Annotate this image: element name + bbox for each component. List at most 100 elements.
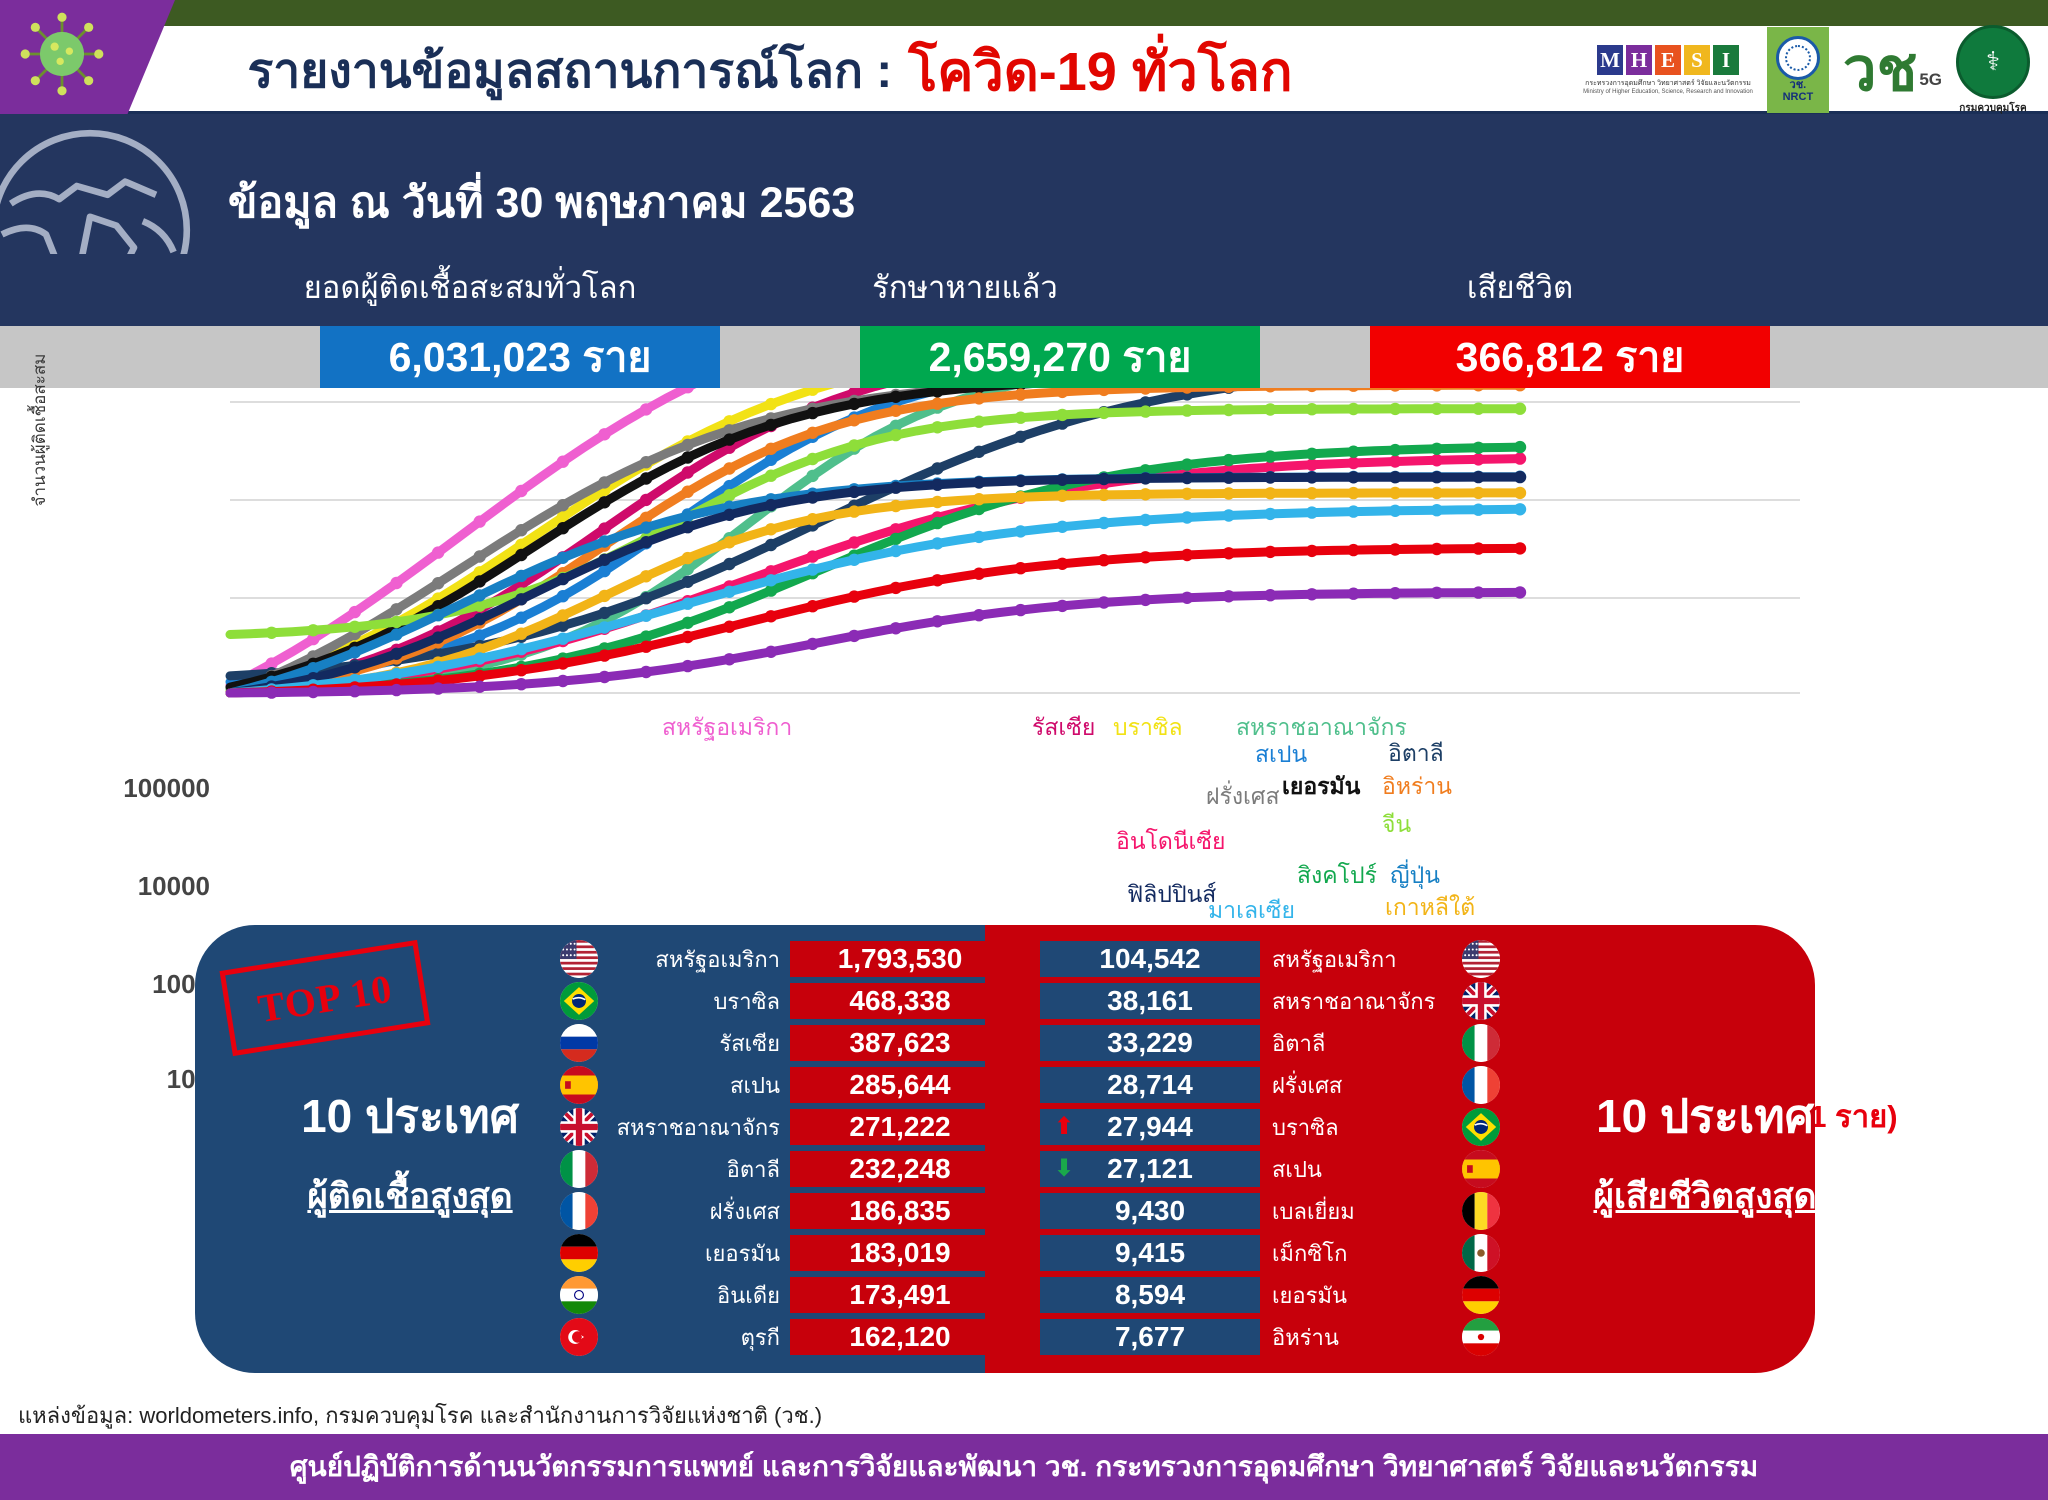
country-value-text: 232,248 bbox=[849, 1153, 951, 1184]
nrct-emblem-icon bbox=[1775, 36, 1820, 81]
table-row: 28,714 ฝรั่งเศส bbox=[1040, 1066, 1500, 1104]
mhesi-letter-e: E bbox=[1655, 45, 1681, 75]
mhesi-subtitle-en: Ministry of Higher Education, Science, R… bbox=[1583, 89, 1753, 95]
country-name: รัสเซีย bbox=[719, 1030, 780, 1056]
country-name: เยอรมัน bbox=[1272, 1282, 1347, 1308]
country-value: 173,491 bbox=[790, 1277, 1010, 1313]
flag-mx-icon bbox=[1462, 1234, 1500, 1272]
chart-plot-svg bbox=[225, 388, 1800, 699]
country-value: 9,415 bbox=[1040, 1235, 1260, 1271]
table-row: ⬆ 27,944 บราซิล bbox=[1040, 1108, 1500, 1146]
country-value: 9,430 bbox=[1040, 1193, 1260, 1229]
country-value: 468,338 bbox=[790, 983, 1010, 1019]
stat-label-deaths: เสียชีวิต bbox=[1466, 270, 1574, 305]
mhesi-letter-h: H bbox=[1626, 45, 1652, 75]
table-row: 33,229 อิตาลี bbox=[1040, 1024, 1500, 1062]
ddc-seal-icon: ⚕ bbox=[1956, 24, 2030, 99]
country-name: อิตาลี bbox=[1272, 1030, 1326, 1056]
country-name: เบลเยี่ยม bbox=[1272, 1198, 1355, 1224]
country-value: 104,542 bbox=[1040, 941, 1260, 977]
series-label-6: ฝรั่งเศส bbox=[1206, 783, 1280, 809]
country-name: อิตาลี bbox=[726, 1156, 780, 1182]
flag-in-icon bbox=[560, 1276, 598, 1314]
series-label-5: อิตาลี bbox=[1388, 740, 1444, 766]
table-row: อินเดีย 173,491 bbox=[560, 1276, 1010, 1314]
series-label-9: จีน bbox=[1382, 811, 1412, 837]
nrct-label-th: วช. bbox=[1789, 79, 1807, 92]
infections-table: สหรัฐอเมริกา 1,793,530 บราซิล 468,338 รัสเซี… bbox=[560, 940, 1010, 1356]
page-title: รายงานข้อมูลสถานการณ์โลก : โควิด-19 ทั่ว… bbox=[110, 32, 1430, 110]
deaths-panel-heading: 10 ประเทศ ผู้เสียชีวิตสูงสุด bbox=[1510, 1080, 1900, 1224]
footer-bar: ศูนย์ปฏิบัติการด้านนวัตกรรมการแพทย์ และก… bbox=[0, 1434, 2048, 1500]
table-row: ⬇ 27,121 สเปน bbox=[1040, 1150, 1500, 1188]
stat-label-recovered: รักษาหายแล้ว bbox=[872, 270, 1058, 305]
country-name: บราซิล bbox=[713, 988, 780, 1014]
country-name: บราซิล bbox=[1272, 1114, 1339, 1140]
ddc-logo: ⚕ กรมควบคุมโรค bbox=[1956, 24, 2030, 116]
arrow-down-icon: ⬇ bbox=[1054, 1155, 1075, 1182]
table-row: 104,542 สหรัฐอเมริกา bbox=[1040, 940, 1500, 978]
flag-es-icon bbox=[1462, 1150, 1500, 1188]
country-value: 38,161 bbox=[1040, 983, 1260, 1019]
top-green-bar bbox=[0, 0, 2048, 26]
table-row: ฝรั่งเศส 186,835 bbox=[560, 1192, 1010, 1230]
country-value-text: 387,623 bbox=[849, 1027, 951, 1058]
flag-gb-icon bbox=[560, 1108, 598, 1146]
country-value-text: 38,161 bbox=[1107, 985, 1193, 1016]
country-value-text: 33,229 bbox=[1107, 1027, 1193, 1058]
country-name: สหรัฐอเมริกา bbox=[655, 946, 780, 972]
country-value-text: 285,644 bbox=[849, 1069, 951, 1100]
country-name: อิหร่าน bbox=[1272, 1324, 1339, 1350]
series-label-1: บราซิล bbox=[1113, 714, 1183, 740]
country-value: 162,120 bbox=[790, 1319, 1010, 1355]
chart-y-axis-title: จำนวนผู้ติดเชื้อสะสม bbox=[30, 353, 49, 507]
vch-5g-label: 5G bbox=[1919, 70, 1942, 89]
mhesi-letter-s: S bbox=[1684, 45, 1710, 75]
country-name: สหราชอาณาจักร bbox=[1272, 988, 1436, 1014]
country-value-text: 7,677 bbox=[1114, 1321, 1186, 1352]
country-value: 28,714 bbox=[1040, 1067, 1260, 1103]
series-label-0: สหรัฐอเมริกา bbox=[662, 714, 793, 740]
infections-heading-line2: ผู้ติดเชื้อสูงสุด bbox=[307, 1177, 513, 1216]
deaths-heading-line2: ผู้เสียชีวิตสูงสุด bbox=[1593, 1177, 1817, 1216]
stat-value-confirmed: 6,031,023 ราย bbox=[320, 326, 720, 388]
y-tick-10000: 10000 bbox=[137, 871, 210, 901]
table-row: 9,415 เม็กซิโก bbox=[1040, 1234, 1500, 1272]
flag-it-icon bbox=[560, 1150, 598, 1188]
page-title-highlight: โควิด-19 ทั่วโลก bbox=[908, 42, 1293, 102]
table-row: อิตาลี 232,248 bbox=[560, 1150, 1010, 1188]
table-row: สหรัฐอเมริกา 1,793,530 bbox=[560, 940, 1010, 978]
series-label-7: เยอรมัน bbox=[1282, 773, 1361, 799]
country-name: สเปน bbox=[730, 1072, 780, 1098]
table-row: 9,430 เบลเยี่ยม bbox=[1040, 1192, 1500, 1230]
nrct-logo: วช. NRCT bbox=[1766, 27, 1829, 113]
country-value-text: 27,944 bbox=[1107, 1111, 1193, 1142]
table-row: ตุรกี 162,120 bbox=[560, 1318, 1010, 1356]
flag-es-icon bbox=[560, 1066, 598, 1104]
country-value: 33,229 bbox=[1040, 1025, 1260, 1061]
nrct-label-en: NRCT bbox=[1782, 91, 1814, 103]
table-row: 38,161 สหราชอาณาจักร bbox=[1040, 982, 1500, 1020]
country-value: ⬇ 27,121 bbox=[1040, 1151, 1260, 1187]
table-row: บราซิล 468,338 bbox=[560, 982, 1010, 1020]
mhesi-subtitle-th: กระทรวงการอุดมศึกษา วิทยาศาสตร์ วิจัยและ… bbox=[1585, 80, 1751, 87]
covid-growth-chart: 100 1000 10000 100000 สหรัฐอเมริกา บราซิล รัส… bbox=[0, 388, 2048, 1136]
country-value: 271,222 bbox=[790, 1109, 1010, 1145]
table-row: รัสเซีย 387,623 bbox=[560, 1024, 1010, 1062]
series-label-8: อิหร่าน bbox=[1382, 773, 1452, 799]
mhesi-letter-i: I bbox=[1713, 45, 1739, 75]
flag-fr-icon bbox=[560, 1192, 598, 1230]
series-label-3: สเปน bbox=[1255, 741, 1308, 767]
flag-de-icon bbox=[1462, 1276, 1500, 1314]
vch-mark-icon: วช bbox=[1842, 35, 1918, 105]
country-name: อินเดีย bbox=[717, 1282, 780, 1308]
page-title-main: รายงานข้อมูลสถานการณ์โลก : bbox=[247, 45, 893, 98]
ddc-label: กรมควบคุมโรค bbox=[1959, 102, 2027, 114]
country-value: 387,623 bbox=[790, 1025, 1010, 1061]
series-label-10: อินโดนีเซีย bbox=[1116, 828, 1226, 854]
country-value: 1,793,530 bbox=[790, 941, 1010, 977]
country-name: เม็กซิโก bbox=[1272, 1240, 1348, 1266]
country-value-text: 28,714 bbox=[1107, 1069, 1193, 1100]
